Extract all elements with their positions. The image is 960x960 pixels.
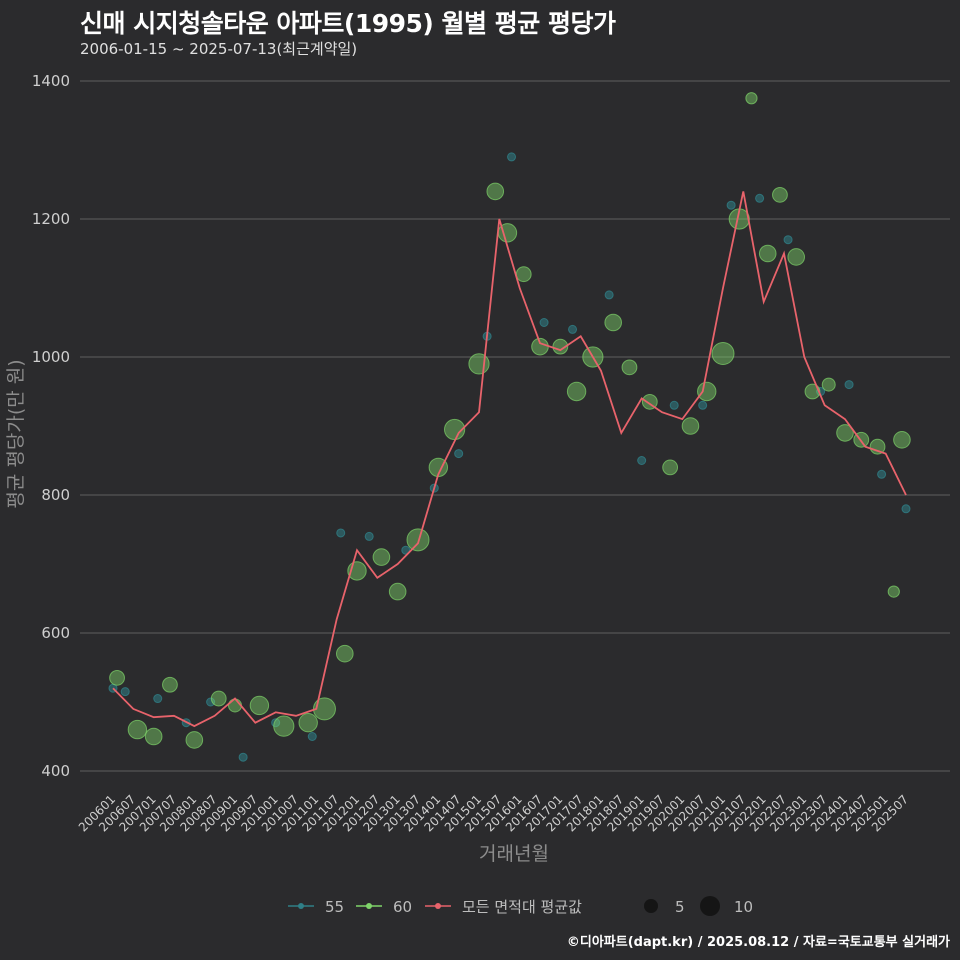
point-60 [372, 548, 391, 566]
y-tick-label: 400 [41, 762, 70, 780]
point-55 [364, 531, 374, 541]
point-55 [206, 697, 216, 707]
point-60 [515, 266, 532, 283]
average-line-path [112, 191, 907, 728]
legend-swatch-60-dot [366, 903, 372, 909]
legend-size-5-circle [644, 899, 658, 913]
chart-title: 신매 시지청솔타운 아파트(1995) 월별 평균 평당가 [80, 9, 616, 38]
legend-swatch-55-dot [298, 903, 304, 909]
legend-label-55: 55 [325, 898, 344, 916]
point-60 [697, 381, 717, 402]
point-55 [307, 732, 317, 741]
series-60-points [109, 92, 911, 749]
legend-size-10-circle [700, 896, 720, 916]
legend-label-avg: 모든 면적대 평균값 [462, 898, 582, 916]
point-60 [388, 582, 407, 601]
point-60 [804, 383, 821, 400]
legend-swatch-avg-dot [435, 903, 441, 909]
legend: 55 60 모든 면적대 평균값 5 10 [288, 896, 753, 916]
point-55 [783, 235, 793, 245]
point-60 [821, 377, 836, 392]
point-60 [486, 182, 505, 201]
point-60 [144, 727, 163, 746]
point-55 [698, 400, 708, 410]
point-60 [604, 313, 623, 332]
point-60 [127, 719, 148, 740]
point-55 [539, 318, 549, 327]
point-60 [162, 676, 178, 693]
y-tick-label: 600 [41, 624, 70, 642]
point-60 [745, 92, 758, 105]
point-55 [507, 152, 517, 162]
point-55 [901, 504, 911, 514]
y-axis-ticks: 400 600 800 1000 1200 1400 [32, 72, 70, 780]
legend-size-5-label: 5 [675, 898, 685, 916]
x-axis-ticks: 2006012006072007012007072008012008072009… [76, 792, 911, 834]
point-55 [238, 752, 248, 762]
point-60 [298, 713, 318, 733]
chart-subtitle: 2006-01-15 ~ 2025-07-13(최근계약일) [80, 40, 358, 58]
point-55 [568, 324, 578, 334]
point-60 [336, 644, 354, 663]
point-55 [669, 400, 679, 410]
point-55 [454, 449, 464, 459]
point-55 [637, 456, 647, 465]
grid-lines [80, 80, 950, 772]
point-60 [681, 417, 700, 435]
point-55 [726, 200, 736, 210]
point-60 [406, 528, 430, 552]
point-60 [772, 186, 788, 203]
point-60 [228, 698, 242, 713]
series-average-line [112, 191, 907, 728]
point-60 [836, 424, 854, 442]
point-60 [566, 381, 587, 402]
y-tick-label: 1000 [32, 348, 70, 366]
y-tick-label: 800 [41, 486, 70, 504]
legend-label-60: 60 [393, 898, 412, 916]
point-60 [621, 359, 638, 376]
point-60 [312, 697, 336, 721]
source-caption: ©디아파트(dapt.kr) / 2025.08.12 / 자료=국토교통부 실… [566, 935, 950, 950]
series-55-points [108, 152, 911, 762]
point-55 [844, 380, 854, 390]
point-55 [755, 193, 765, 203]
point-55 [604, 290, 614, 300]
y-tick-label: 1200 [32, 210, 70, 228]
x-axis-title: 거래년월 [479, 843, 549, 865]
point-55 [877, 469, 887, 479]
point-60 [210, 690, 227, 707]
point-55 [336, 528, 346, 538]
point-60 [109, 669, 125, 686]
point-60 [273, 715, 295, 737]
point-60 [758, 244, 777, 263]
point-60 [662, 459, 679, 476]
point-60 [787, 248, 806, 266]
point-60 [711, 342, 735, 366]
point-60 [185, 731, 204, 749]
point-60 [468, 353, 490, 375]
point-55 [153, 694, 163, 704]
point-60 [249, 695, 270, 716]
y-axis-title: 평균 평당가(만 원) [5, 359, 27, 508]
point-60 [893, 431, 911, 449]
y-tick-label: 1400 [32, 72, 70, 90]
point-55 [401, 545, 411, 555]
point-60 [887, 585, 900, 598]
legend-size-10-label: 10 [734, 898, 753, 916]
point-55 [120, 687, 130, 697]
